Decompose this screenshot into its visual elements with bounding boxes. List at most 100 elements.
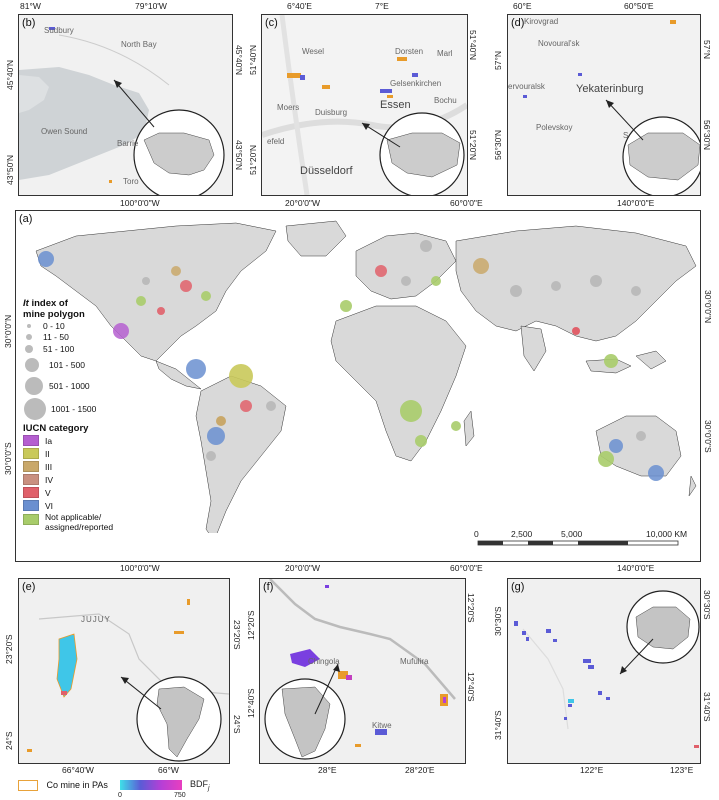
place-bochum: Bochu [434,96,457,105]
map-d-canvas [523,20,700,195]
world-map-canvas [16,220,700,561]
tick-f-bottom-0: 28°E [318,765,337,775]
scale-label-0: 0 [474,529,479,539]
tick-c-right-0: 51°40'N [468,30,478,61]
inset-map-f: (f) Chingola Mufulira Kitwe [259,578,466,764]
inset-map-c: (c) Wesel Dorsten Marl Gelsenkirchen Boc… [261,14,468,196]
scale-label-2500: 2,500 [511,529,533,539]
place-wesel: Wesel [302,47,325,56]
size-class-3: 101 - 500 [23,355,153,375]
size-class-0: 0 - 10 [23,320,153,331]
place-kitwe: Kitwe [372,721,392,730]
co-mine-swatch [18,780,38,792]
tick-d-left-1: 56°30'N [493,129,503,160]
map-e-canvas [27,599,229,762]
tick-c-right-1: 51°20'N [468,130,478,161]
place-dorsten: Dorsten [395,47,424,56]
tick-b-left-0: 45°40'N [5,59,15,90]
tick-a-bottom-0: 100°0'0"W [120,563,160,573]
tick-e-left-0: 23°20'S [4,634,14,664]
bdf-colorbar [120,780,182,790]
tick-c-top-0: 6°40'E [287,1,312,11]
inset-map-e: (e) JUJUY [18,578,230,764]
size-class-4: 501 - 1000 [23,375,153,397]
tick-f-left-0: 12°20'S [246,610,256,640]
tick-b-left-1: 43°50'N [5,154,15,185]
tick-a-top-0: 100°0'0"W [120,198,160,208]
panel-g-label: (g) [511,581,525,593]
place-toro: Toro [123,177,139,186]
panel-c-label: (c) [265,17,278,29]
tick-g-right-1: 31°40'S [702,692,712,722]
tick-b-top-0: 81°W [20,1,41,11]
inset-map-b: (b) Sudbury North Bay Owen Sound Barrie … [18,14,233,196]
tick-d-right-0: 57°N [702,40,712,59]
tick-d-top-1: 60°50'E [624,1,654,11]
panel-a-label: (a) [19,213,33,225]
tick-d-right-1: 56°30'N [702,120,712,151]
iucn-class-ii: II [23,447,153,460]
iucn-class-v: V [23,486,153,499]
place-moers: Moers [277,103,300,112]
place-jujuy: JUJUY [81,615,111,624]
scale-label-5000: 5,000 [561,529,583,539]
place-owen-sound: Owen Sound [41,127,88,136]
size-class-1: 11 - 50 [23,331,153,342]
place-sudbury: Sudbury [44,26,74,35]
tick-a-top-2: 60°0'0"E [450,198,483,208]
size-legend-title-line2: mine polygon [23,309,85,320]
panel-b-label: (b) [22,17,36,29]
iucn-legend-title: IUCN category [23,423,89,434]
tick-f-bottom-1: 28°20'E [405,765,435,775]
tick-a-right-1: 30°0'0"S [703,420,713,453]
tick-a-bottom-3: 140°0'0"E [617,563,655,573]
tick-e-right-0: 23°20'S [232,620,242,650]
place-barrie: Barrie [117,139,139,148]
tick-f-left-1: 12°40'S [246,688,256,718]
map-legend: It index of mine polygon 0 - 10 11 - 50 … [23,298,153,542]
tick-f-right-0: 12°20'S [466,593,476,623]
place-novouralsk: Novoural'sk [538,39,580,48]
bdf-max-label: 750 [174,792,186,799]
size-legend-title: It index of [23,298,68,309]
place-polevskoy: Polevskoy [536,123,573,132]
place-yekaterinburg: Yekaterinburg [576,83,644,95]
tick-c-top-1: 7°E [375,1,389,11]
tick-g-left-0: 30°30'S [493,606,503,636]
inset-map-g: (g) [507,578,701,764]
tick-a-left-0: 30°0'0"N [3,314,13,348]
tick-a-bottom-1: 20°0'0"W [285,563,320,573]
tick-c-left-1: 51°20'N [248,144,258,175]
place-gelsenkirchen: Gelsenkirchen [390,79,442,88]
bottom-legend: Co mine in PAs [18,780,108,792]
tick-g-left-1: 31°40'S [493,710,503,740]
tick-d-left-0: 57°N [493,51,503,70]
scale-label-10000: 10,000 KM [646,529,688,539]
iucn-class-na: Not applicable/ assigned/reported [23,512,153,542]
place-s: S [623,131,629,140]
map-c-canvas [262,15,467,195]
bdf-label: BDFj [190,779,210,792]
tick-e-left-1: 24°S [4,731,14,750]
tick-f-right-1: 12°40'S [466,672,476,702]
panel-d-label: (d) [511,17,525,29]
tick-g-right-0: 30°30'S [702,590,712,620]
tick-d-top-0: 60°E [513,1,532,11]
place-mufulira: Mufulira [400,657,429,666]
iucn-class-ia: Ia [23,434,153,447]
map-f-canvas [264,579,456,760]
map-b-canvas [19,27,225,195]
tick-b-right-1: 43°50'N [234,140,244,171]
panel-f-label: (f) [263,581,274,593]
iucn-class-iv: IV [23,473,153,486]
inset-map-d: (d) Kirovgrad Novoural'sk ervouralsk Yek… [507,14,701,196]
tick-e-bottom-0: 66°40'W [62,765,94,775]
panel-e-label: (e) [22,581,36,593]
place-chingola: Chingola [308,657,340,666]
scale-bar [477,540,679,546]
tick-b-right-0: 45°40'N [234,45,244,76]
tick-a-top-1: 20°0'0"W [285,198,320,208]
tick-a-left-1: 30°0'0"S [3,442,13,475]
place-pervouralsk: ervouralsk [508,82,545,91]
tick-e-right-1: 24°S [232,715,242,734]
